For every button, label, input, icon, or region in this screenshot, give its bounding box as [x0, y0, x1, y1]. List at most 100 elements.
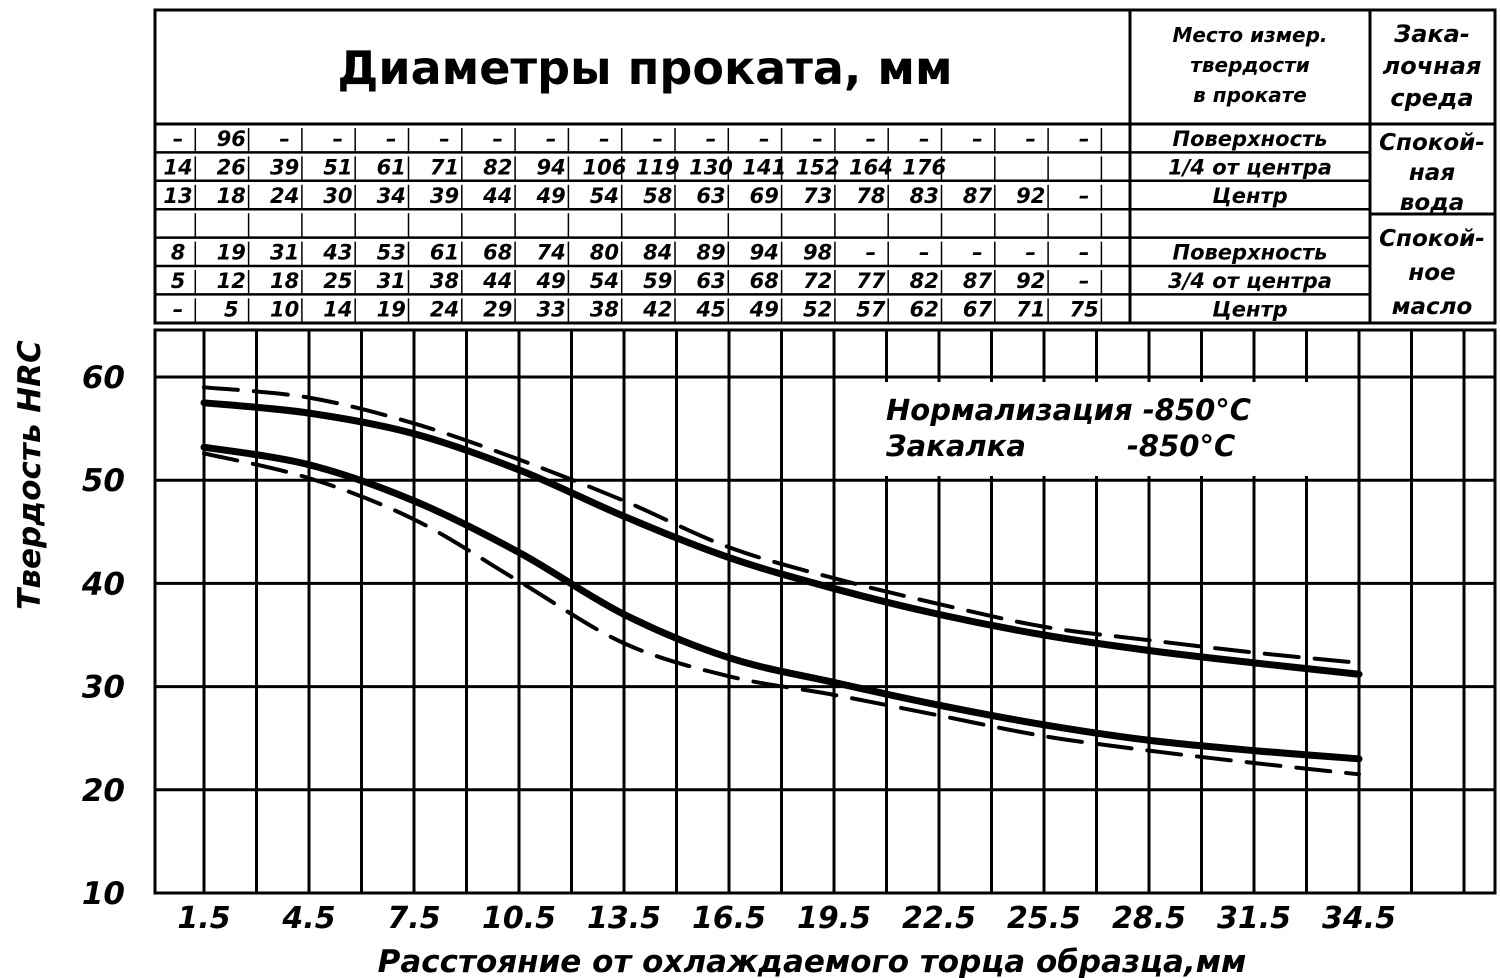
legend: Нормализация -850°С Закалка -850°С [876, 382, 1322, 476]
table-cell: 10 [270, 297, 299, 321]
table-cell: – [1026, 241, 1037, 265]
medium-header-2: лочная [1383, 52, 1482, 80]
table-cell: 39 [270, 155, 299, 179]
table-cell: – [652, 127, 663, 151]
medium-oil-2: ное [1408, 260, 1455, 286]
location-label: Центр [1212, 184, 1287, 208]
x-tick-label: 34.5 [1322, 901, 1396, 936]
table-cell: 18 [270, 269, 299, 293]
table-cell: 96 [217, 127, 246, 151]
medium-water-3: вода [1400, 190, 1464, 216]
table-cell: 63 [696, 184, 725, 208]
plot-frame [153, 328, 1497, 895]
x-tick-label: 19.5 [797, 901, 871, 936]
table-cell: 87 [963, 184, 993, 208]
table-cell: 34 [377, 184, 406, 208]
table-cell: – [1079, 184, 1090, 208]
location-label: Центр [1212, 297, 1287, 321]
table-cell: – [866, 127, 877, 151]
location-header-1: Место измер. [1172, 23, 1327, 47]
table-cell: 38 [590, 297, 619, 321]
table-cell: 67 [963, 297, 993, 321]
location-header-3: в прокате [1193, 83, 1307, 107]
medium-water-2: ная [1409, 160, 1455, 186]
medium-header-1: Зака- [1393, 20, 1470, 48]
table-cell: 77 [856, 269, 886, 293]
location-label: Поверхность [1173, 241, 1328, 265]
table-cell: 54 [590, 269, 619, 293]
table-cell: 5 [224, 297, 239, 321]
y-tick-label: 30 [82, 670, 125, 706]
location-header-2: твердости [1190, 53, 1309, 77]
x-tick-label: 7.5 [387, 901, 440, 936]
table-cell: – [919, 127, 930, 151]
table-cell: 82 [910, 269, 939, 293]
legend-line-2: Закалка -850°С [885, 429, 1235, 463]
table-cell: 69 [750, 184, 779, 208]
location-label: Поверхность [1173, 127, 1328, 151]
table-cell: – [333, 127, 344, 151]
table-cell: 84 [643, 241, 672, 265]
table-cell: 45 [695, 297, 725, 321]
table-cell: 44 [482, 184, 512, 208]
band-curve-dashed [202, 385, 1361, 665]
y-tick-label: 60 [82, 360, 125, 396]
table-cell: – [386, 127, 397, 151]
table-cell: – [493, 127, 504, 151]
table-cell: 8 [171, 241, 186, 265]
table-cell: 54 [590, 184, 619, 208]
table-cell: 29 [483, 297, 512, 321]
table-cell: 31 [270, 241, 299, 265]
medium-water-1: Спокой- [1379, 130, 1485, 156]
table-cell: 14 [323, 297, 352, 321]
table-cell: 49 [535, 184, 565, 208]
table-cell: 57 [856, 297, 886, 321]
table-cell: 19 [377, 297, 406, 321]
table-cell: – [972, 241, 983, 265]
table-cell: 13 [163, 184, 192, 208]
x-tick-label: 28.5 [1112, 901, 1186, 936]
legend-line-1: Нормализация -850°С [886, 393, 1251, 427]
table-cell: – [812, 127, 823, 151]
x-tick-label: 13.5 [587, 901, 661, 936]
table-cell: 63 [696, 269, 725, 293]
table-cell: 176 [902, 155, 946, 179]
header-table: Диаметры проката, мм Место измер. твердо… [153, 8, 1497, 325]
table-cell: – [759, 127, 770, 151]
band-curve-dashed [202, 451, 1361, 777]
table-cell: 42 [642, 297, 672, 321]
y-axis-title: Твердость HRC [12, 340, 48, 610]
table-cell: – [173, 297, 184, 321]
table-cell: 5 [171, 269, 186, 293]
plot-area: 1.5 4.5 7.5 10.5 13.5 16.5 19.5 22.5 25.5 28.5 31.… [81, 328, 1497, 936]
table-cell: 61 [377, 155, 406, 179]
table-cell: 53 [377, 241, 406, 265]
table-cell: – [972, 127, 983, 151]
table-cell: 83 [910, 184, 939, 208]
table-cell: 43 [322, 241, 352, 265]
table-title: Диаметры проката, мм [337, 41, 952, 95]
table-cell: 73 [803, 184, 832, 208]
table-cell: – [546, 127, 557, 151]
x-tick-label: 10.5 [482, 901, 556, 936]
table-cell: 71 [430, 155, 459, 179]
table-cell: – [279, 127, 290, 151]
table-cell: 30 [323, 184, 352, 208]
table-cell: – [1079, 241, 1090, 265]
table-cell: 24 [430, 297, 459, 321]
table-cell: 33 [536, 297, 565, 321]
table-cell: – [919, 241, 930, 265]
table-cell: 68 [750, 269, 779, 293]
table-cell: 68 [483, 241, 512, 265]
location-label: 1/4 от центра [1168, 155, 1332, 179]
table-cell: 14 [163, 155, 192, 179]
x-tick-label: 22.5 [902, 901, 976, 936]
x-tick-label: 16.5 [692, 901, 766, 936]
table-cell: 58 [643, 184, 672, 208]
table-cell: 44 [482, 269, 512, 293]
table-cell: 152 [796, 155, 840, 179]
table-cell: 119 [636, 155, 680, 179]
table-cell: – [599, 127, 610, 151]
table-cell: 61 [430, 241, 459, 265]
